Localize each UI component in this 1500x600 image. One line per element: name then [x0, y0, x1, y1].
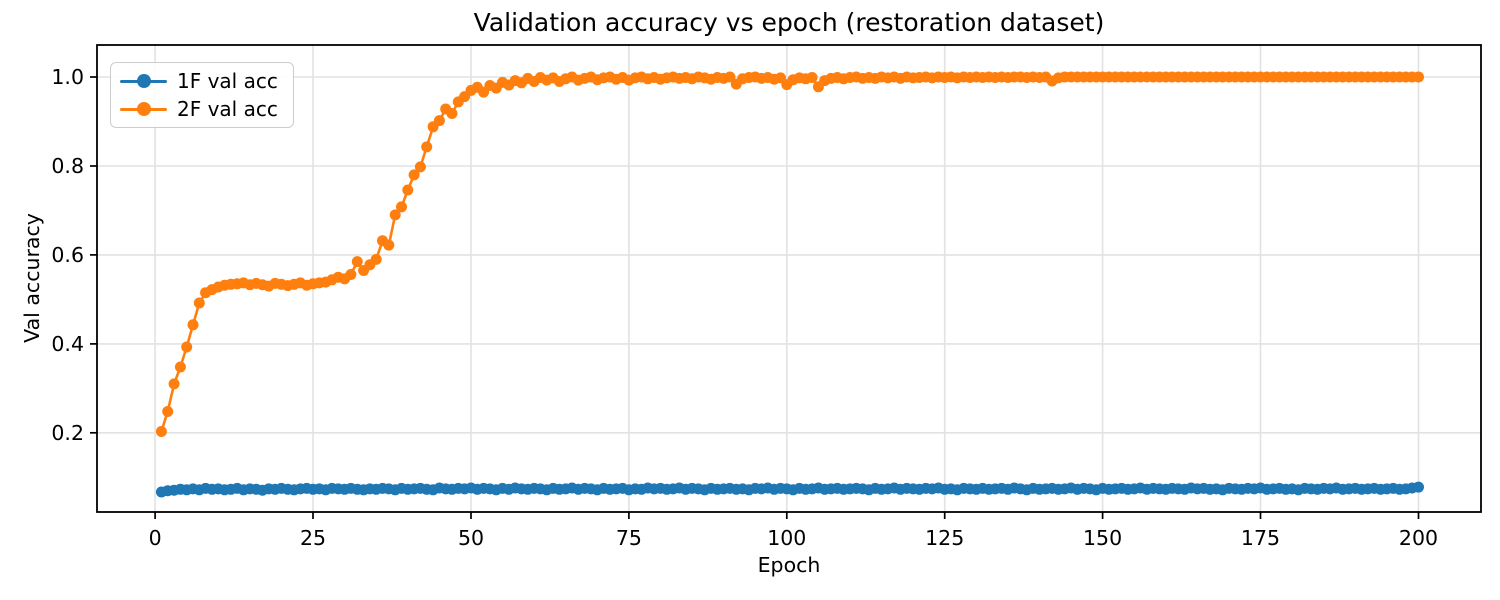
- legend-dot-2f-icon: [136, 102, 151, 116]
- svg-text:175: 175: [1241, 526, 1280, 550]
- legend-label-2f: 2F val acc: [177, 97, 278, 121]
- legend-item-1f: 1F val acc: [120, 68, 278, 94]
- legend-marker-2f-icon: [120, 102, 167, 117]
- y-axis-label: Val accuracy: [20, 213, 44, 343]
- x-axis-label: Epoch: [757, 553, 821, 577]
- svg-text:0.2: 0.2: [51, 421, 84, 445]
- legend-item-2f: 2F val acc: [120, 96, 278, 122]
- legend-dot-1f-icon: [136, 74, 151, 88]
- svg-text:0.8: 0.8: [51, 154, 84, 178]
- svg-text:125: 125: [925, 526, 964, 550]
- svg-text:75: 75: [616, 526, 642, 550]
- svg-text:100: 100: [767, 526, 806, 550]
- legend-label-1f: 1F val acc: [177, 69, 278, 93]
- svg-text:25: 25: [300, 526, 326, 550]
- svg-text:0.4: 0.4: [51, 332, 84, 356]
- legend-marker-1f-icon: [120, 74, 167, 89]
- chart-title: Validation accuracy vs epoch (restoratio…: [473, 8, 1105, 37]
- legend: 1F val acc 2F val acc: [110, 62, 294, 128]
- svg-text:1.0: 1.0: [51, 65, 84, 89]
- svg-text:0.6: 0.6: [51, 243, 84, 267]
- svg-text:50: 50: [458, 526, 484, 550]
- svg-text:200: 200: [1399, 526, 1438, 550]
- svg-text:150: 150: [1083, 526, 1122, 550]
- svg-text:0: 0: [149, 526, 162, 550]
